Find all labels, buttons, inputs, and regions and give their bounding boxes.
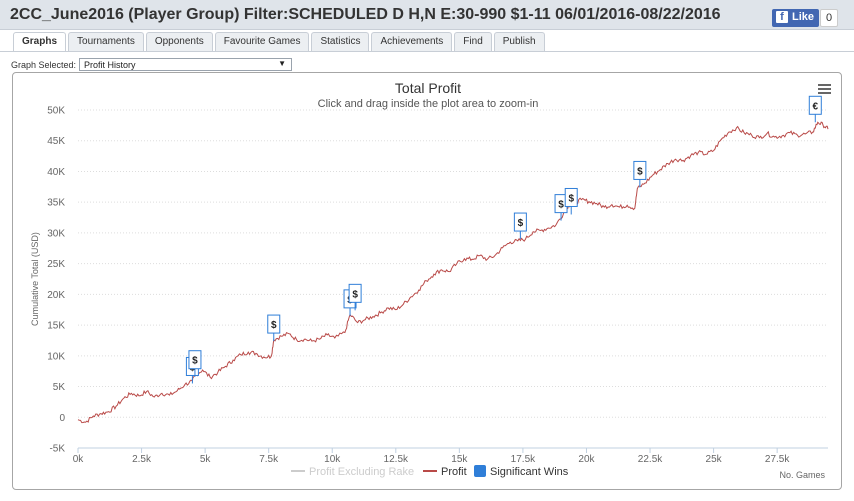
x-tick-label: 7.5k <box>259 454 279 465</box>
y-tick-label: 0 <box>59 413 65 424</box>
significant-win-label: $ <box>518 218 524 229</box>
chart-title: Total Profit <box>395 80 461 96</box>
significant-win-label: € <box>813 101 819 112</box>
tab-statistics[interactable]: Statistics <box>311 32 370 51</box>
y-tick-label: 25K <box>47 259 65 270</box>
tab-opponents[interactable]: Opponents <box>145 32 213 51</box>
facebook-like-button[interactable]: f Like <box>772 9 820 27</box>
y-axis-label: Cumulative Total (USD) <box>30 232 40 326</box>
graph-select-value: Profit History <box>84 60 136 70</box>
graph-select-dropdown[interactable]: Profit History ▼ <box>79 58 292 71</box>
title-bar: 2CC_June2016 (Player Group) Filter:SCHED… <box>0 0 854 30</box>
x-tick-label: 2.5k <box>132 454 152 465</box>
y-tick-label: 35K <box>47 198 65 209</box>
significant-win-label: $ <box>568 193 574 204</box>
tab-bar: Graphs Tournaments Opponents Favourite Game… <box>13 32 547 51</box>
x-tick-label: 12.5k <box>384 454 409 465</box>
legend-label-profit[interactable]: Profit <box>441 466 467 478</box>
tab-publish[interactable]: Publish <box>493 32 545 51</box>
chart-subtitle: Click and drag inside the plot area to z… <box>318 98 539 110</box>
legend-label-sig-wins[interactable]: Significant Wins <box>490 466 569 478</box>
tab-tournaments[interactable]: Tournaments <box>68 32 144 51</box>
x-tick-label: 15k <box>451 454 468 465</box>
y-tick-label: 20K <box>47 290 65 301</box>
dropdown-arrow-icon: ▼ <box>278 59 286 68</box>
y-tick-label: 10K <box>47 351 65 362</box>
significant-win-flag <box>188 350 202 370</box>
tab-find[interactable]: Find <box>454 32 492 51</box>
significant-win-flag <box>564 187 578 207</box>
x-tick-label: 5k <box>200 454 212 465</box>
significant-win-label: $ <box>558 200 564 211</box>
y-tick-label: 30K <box>47 228 65 239</box>
x-tick-label: 0k <box>73 454 85 465</box>
x-tick-label: 10k <box>324 454 341 465</box>
y-tick-label: 50K <box>47 106 65 117</box>
x-tick-label: 17.5k <box>511 454 536 465</box>
y-tick-label: 15K <box>47 321 65 332</box>
x-axis-label: No. Games <box>779 470 825 480</box>
significant-win-label: $ <box>192 356 198 367</box>
significant-win-flag <box>348 283 362 303</box>
x-tick-label: 20k <box>578 454 595 465</box>
significant-win-flag <box>513 212 527 232</box>
significant-win-label: $ <box>352 289 358 300</box>
graph-select-label: Graph Selected: <box>11 60 77 70</box>
chart-menu-icon[interactable] <box>818 84 831 94</box>
y-tick-label: 40K <box>47 167 65 178</box>
significant-win-flag <box>633 160 647 180</box>
profit-series-line <box>77 121 829 424</box>
significant-win-label: $ <box>271 320 277 331</box>
x-tick-label: 22.5k <box>638 454 663 465</box>
tab-favourite-games[interactable]: Favourite Games <box>214 32 310 51</box>
tab-achievements[interactable]: Achievements <box>371 32 453 51</box>
legend-label-excl-rake[interactable]: Profit Excluding Rake <box>309 466 414 478</box>
significant-win-flag <box>267 314 281 334</box>
page-title: 2CC_June2016 (Player Group) Filter:SCHED… <box>10 6 721 23</box>
y-tick-label: 45K <box>47 136 65 147</box>
like-count: 0 <box>820 9 838 27</box>
facebook-icon: f <box>776 11 788 23</box>
tab-divider <box>0 51 854 52</box>
significant-win-flag <box>808 95 822 115</box>
x-tick-label: 25k <box>706 454 723 465</box>
significant-win-label: $ <box>637 166 643 177</box>
y-tick-label: -5K <box>49 444 65 455</box>
like-label: Like <box>792 11 815 23</box>
legend-marker-sig-wins <box>474 465 486 477</box>
profit-chart[interactable]: Total Profit Click and drag inside the pl… <box>13 73 843 491</box>
x-tick-label: 27.5k <box>765 454 790 465</box>
y-tick-label: 5K <box>53 382 66 393</box>
tab-graphs[interactable]: Graphs <box>13 32 67 51</box>
chart-container[interactable]: Total Profit Click and drag inside the pl… <box>12 72 842 490</box>
